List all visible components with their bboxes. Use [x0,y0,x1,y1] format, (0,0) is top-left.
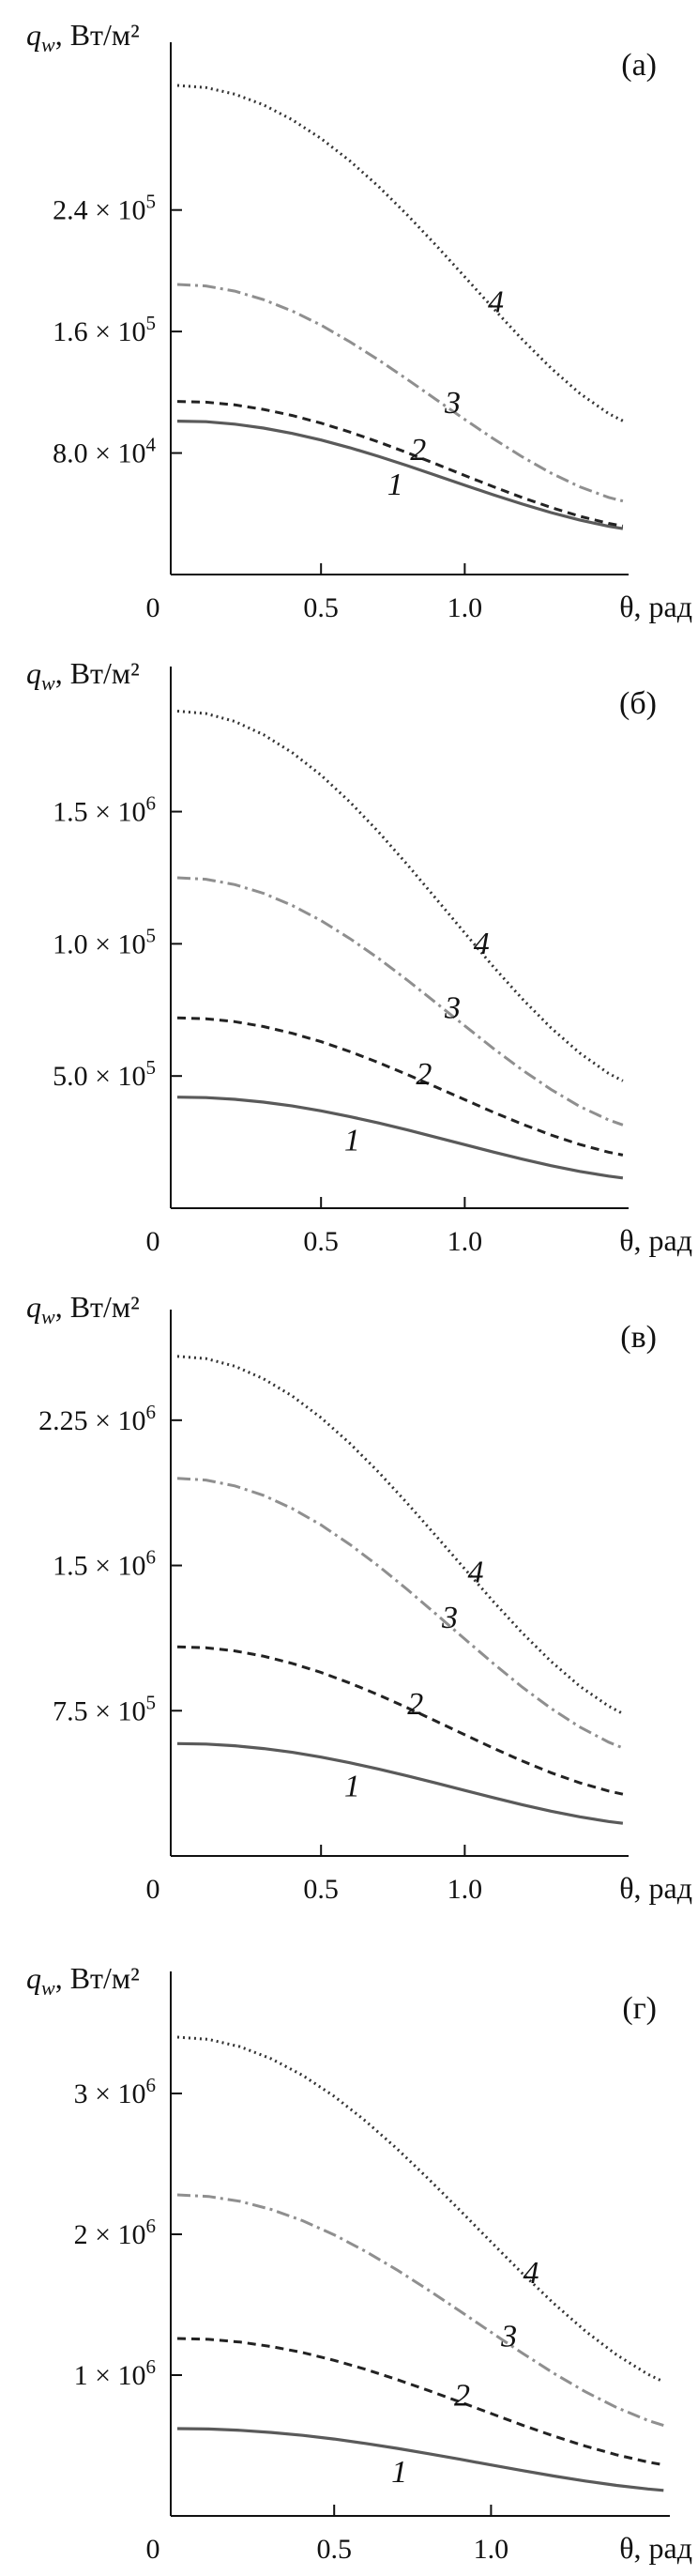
panel-tag: (в) [620,1320,657,1355]
x-tick-label: 1.0 [448,592,483,623]
y-tick-label: 7.5 × 105 [53,1691,156,1726]
series-label-2: 2 [454,2379,470,2414]
series-label-4: 4 [468,1556,484,1590]
y-tick-label: 2 × 106 [74,2215,156,2250]
y-tick-label: 3 × 106 [74,2074,156,2109]
series-label-4: 4 [524,2256,539,2291]
y-tick-label: 2.4 × 105 [53,191,156,226]
y-tick-label: 2.25 × 106 [38,1401,156,1436]
x-axis-label: θ, рад [619,590,692,623]
panel-tag: (г) [622,1991,657,2026]
series-line-2 [176,1016,624,1157]
y-tick-label: 1.5 × 106 [53,1546,156,1582]
series-line-2 [176,400,624,528]
series-label-1: 1 [344,1123,360,1158]
series-label-4: 4 [474,927,490,961]
series-line-1 [176,1741,624,1825]
x-tick-label: 0.5 [316,2534,352,2565]
series-label-1: 1 [391,2455,407,2490]
y-axis-label: qw, Вт/м² [26,18,140,56]
x-tick-label: 0 [146,1874,160,1905]
series-line-1 [176,2427,664,2492]
x-tick-label: 1.0 [474,2534,509,2565]
series-line-3 [176,1477,624,1750]
x-tick-label: 0 [146,2534,160,2565]
y-axis-label: qw, Вт/м² [26,1961,140,2000]
y-tick-label: 8.0 × 104 [53,434,156,469]
x-axis-label: θ, рад [619,1223,692,1257]
y-tick-label: 5.0 × 105 [53,1056,156,1092]
x-tick-label: 0.5 [303,1226,339,1257]
y-axis-label: qw, Вт/м² [26,656,140,695]
x-tick-label: 1.0 [448,1874,483,1905]
series-line-1 [176,420,624,530]
series-label-3: 3 [444,990,461,1025]
x-axis-label: θ, рад [619,1871,692,1905]
panel-tag: (a) [621,48,657,83]
series-line-3 [176,876,624,1127]
series-line-2 [176,2337,664,2467]
series-line-2 [176,1645,624,1796]
x-tick-label: 0 [146,1226,160,1257]
x-tick-label: 0.5 [303,592,339,623]
series-line-4 [176,84,624,422]
y-tick-label: 1.6 × 105 [53,312,156,347]
series-line-4 [176,1355,624,1715]
panel-tag: (б) [619,686,657,721]
series-label-3: 3 [441,1601,458,1635]
series-label-3: 3 [500,2319,517,2354]
x-axis-label: θ, рад [619,2531,692,2565]
y-tick-label: 1.0 × 105 [53,924,156,959]
x-tick-label: 1.0 [448,1226,483,1257]
series-label-2: 2 [416,1057,432,1092]
series-label-1: 1 [344,1770,360,1804]
series-line-3 [176,2193,664,2428]
series-label-3: 3 [444,386,461,421]
y-tick-label: 1.5 × 106 [53,792,156,828]
x-tick-label: 0.5 [303,1874,339,1905]
series-label-1: 1 [387,468,403,502]
y-axis-label: qw, Вт/м² [26,1290,140,1328]
x-tick-label: 0 [146,592,160,623]
series-label-2: 2 [410,433,426,468]
series-label-4: 4 [488,285,504,320]
y-tick-label: 1 × 106 [74,2355,156,2391]
series-line-4 [176,2035,664,2384]
series-line-3 [176,283,624,503]
series-line-4 [176,710,624,1082]
series-line-1 [176,1096,624,1180]
series-label-2: 2 [407,1687,423,1722]
